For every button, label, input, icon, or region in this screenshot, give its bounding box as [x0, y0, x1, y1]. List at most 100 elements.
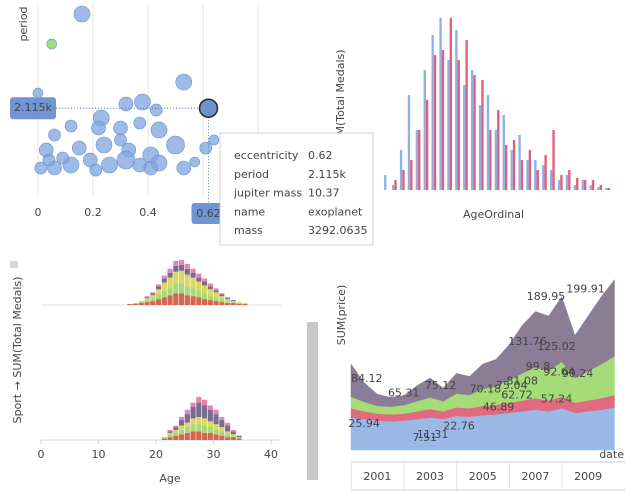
bar-segment	[184, 422, 190, 428]
bar	[402, 170, 405, 190]
bar-segment	[236, 438, 242, 440]
point	[89, 163, 103, 177]
bar-segment	[150, 298, 156, 302]
bar	[573, 185, 577, 190]
scrollbar[interactable]	[307, 322, 318, 480]
bar	[597, 187, 600, 190]
bar-segment	[202, 399, 208, 406]
bar-segment	[184, 263, 190, 269]
bar-segment	[219, 302, 225, 305]
bar	[481, 80, 484, 190]
bar-segment	[190, 431, 196, 440]
bar-segment	[213, 409, 219, 415]
point	[176, 160, 192, 176]
data-label: 99.8	[526, 360, 551, 373]
bar	[504, 145, 508, 190]
bar-segment	[150, 295, 156, 299]
x-tick-label: 0.2	[84, 206, 102, 219]
bar-segment	[219, 417, 225, 420]
bar-segment	[196, 290, 202, 298]
bar-segment	[230, 435, 236, 438]
bar-segment	[225, 299, 231, 302]
bar	[542, 165, 545, 190]
bar-segment	[230, 431, 236, 435]
tooltip-key: mass	[234, 224, 263, 237]
bar-segment	[144, 298, 150, 301]
bar-segment	[207, 432, 213, 440]
bar-segment	[173, 271, 179, 284]
area	[350, 279, 615, 407]
bar-segment	[213, 414, 219, 425]
bar-segment	[202, 293, 208, 300]
point	[71, 140, 87, 156]
data-label: 75.12	[425, 379, 457, 392]
bar	[557, 180, 561, 190]
x-axis-label: date	[599, 448, 624, 461]
data-label: 65.31	[388, 386, 420, 399]
bar-segment	[184, 427, 190, 433]
bar-segment	[196, 424, 202, 432]
x-tick-label: 2003	[416, 470, 444, 483]
bar-segment	[219, 293, 225, 295]
bar-segment	[230, 302, 236, 304]
x-tick-label: 0	[35, 206, 42, 219]
data-label: 22.76	[443, 419, 475, 432]
point	[116, 150, 136, 170]
bar	[560, 175, 563, 190]
bar-segment	[167, 437, 173, 440]
point	[134, 93, 151, 111]
bar-segment	[196, 396, 202, 403]
bar-segment	[202, 278, 208, 282]
bar-segment	[167, 429, 173, 432]
tooltip-value: 10.37	[308, 187, 340, 200]
bar-segment	[196, 431, 202, 440]
bar-segment	[190, 424, 196, 432]
bar-segment	[167, 272, 173, 278]
bar-segment	[167, 295, 173, 305]
bar-segment	[207, 283, 213, 287]
bar-segment	[156, 289, 162, 295]
bar-segment	[225, 297, 231, 299]
point	[133, 116, 147, 130]
bar-segment	[219, 299, 225, 303]
bar-segment	[173, 429, 179, 433]
bar-segment	[202, 405, 208, 419]
point	[175, 73, 193, 91]
bar-segment	[167, 434, 173, 438]
data-label: 62.72	[501, 388, 533, 401]
bar-segment	[213, 288, 219, 291]
data-label: 11.31	[417, 428, 449, 441]
point	[114, 133, 127, 147]
bar-segment	[196, 297, 202, 305]
bar	[384, 175, 387, 190]
bar	[544, 155, 547, 190]
scroll-indicator	[10, 261, 18, 268]
highlight-point	[198, 98, 219, 118]
bar-segment	[230, 301, 236, 303]
point	[32, 87, 44, 99]
bar-segment	[179, 425, 185, 430]
tooltip-key: period	[234, 168, 269, 181]
bar-segment	[190, 296, 196, 305]
bar-segment	[179, 270, 185, 284]
bar-segment	[196, 273, 202, 278]
x-tick-label: 40	[264, 448, 278, 461]
bar	[552, 130, 555, 190]
bar	[407, 95, 411, 190]
bar-segment	[144, 300, 150, 303]
bar-segment	[219, 294, 225, 297]
bar-segment	[207, 427, 213, 433]
bar-segment	[236, 304, 242, 305]
data-label: 81.08	[507, 374, 539, 387]
bar-segment	[202, 299, 208, 305]
point	[199, 141, 213, 155]
bar	[534, 160, 537, 190]
bar-segment	[236, 437, 242, 439]
tooltip	[219, 132, 374, 246]
bar-segment	[161, 438, 167, 440]
point	[166, 135, 185, 155]
bar	[520, 160, 524, 190]
bar	[565, 175, 569, 190]
bar	[494, 130, 498, 190]
